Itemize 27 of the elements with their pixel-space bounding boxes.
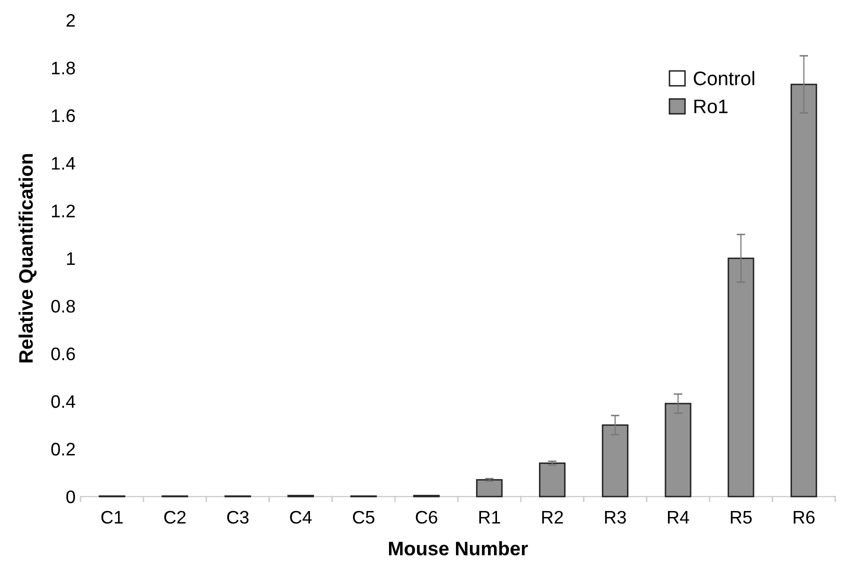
y-tick-label: 1.6 <box>52 109 75 122</box>
x-tick-label: R2 <box>542 510 563 524</box>
x-axis-title: Mouse Number <box>389 541 528 556</box>
x-tick-label: C3 <box>227 510 249 524</box>
y-tick-label: 0.8 <box>51 300 75 313</box>
x-tick-label: R1 <box>479 511 500 524</box>
x-tick-label: C1 <box>101 510 123 524</box>
x-tick-label: C2 <box>164 510 186 524</box>
y-tick-label: 0.6 <box>51 348 75 360</box>
x-tick-label: R5 <box>730 511 752 524</box>
x-tick-label: R6 <box>794 510 815 524</box>
x-tick-label: C6 <box>416 510 438 524</box>
legend-label: Ro1 <box>694 100 728 114</box>
y-tick-label: 1 <box>67 252 75 265</box>
y-tick-label: 1.2 <box>52 204 75 218</box>
y-tick-label: 1.8 <box>52 62 75 74</box>
y-tick-label: 0.2 <box>51 442 75 456</box>
legend-label: Control <box>694 71 754 86</box>
y-tick-label: 1.4 <box>52 157 76 170</box>
x-tick-label: C4 <box>290 510 312 524</box>
y-tick-label: 2 <box>66 14 75 27</box>
y-axis-title: Relative Quantification <box>18 154 37 362</box>
y-tick-label: 0 <box>66 490 75 504</box>
x-tick-label: C5 <box>352 510 374 524</box>
x-tick-label: R3 <box>605 510 626 524</box>
y-tick-label: 0.4 <box>51 395 76 408</box>
x-tick-label: R4 <box>668 511 690 524</box>
